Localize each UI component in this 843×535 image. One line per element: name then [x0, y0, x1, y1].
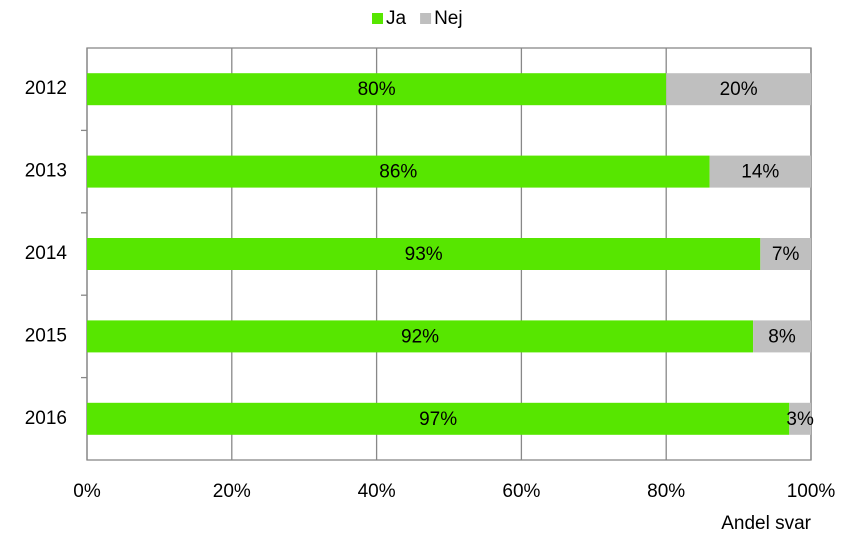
x-tick-label: 20%: [213, 481, 251, 502]
y-tick-label: 2015: [25, 325, 67, 346]
value-label: 80%: [358, 79, 396, 100]
bar-segment: [789, 402, 811, 435]
value-label: 14%: [741, 162, 779, 183]
bar-segment: [709, 155, 811, 188]
x-tick-label: 100%: [787, 481, 836, 502]
bar-segment: [87, 320, 754, 353]
legend-label: Ja: [386, 8, 407, 29]
value-label: 93%: [405, 244, 443, 265]
bar-segment: [753, 320, 811, 353]
bar-segment: [666, 73, 811, 106]
legend-label: Nej: [434, 8, 463, 29]
value-label: 92%: [401, 326, 439, 347]
x-tick-label: 0%: [73, 481, 101, 502]
x-tick-label: 80%: [647, 481, 685, 502]
x-axis-label: Andel svar: [721, 513, 811, 534]
value-label: 20%: [720, 79, 758, 100]
value-label: 8%: [768, 326, 796, 347]
y-tick-label: 2014: [25, 243, 68, 264]
value-label: 97%: [419, 409, 457, 430]
legend-swatch: [372, 13, 383, 24]
value-label: 86%: [379, 162, 417, 183]
value-label: 7%: [772, 244, 800, 265]
y-tick-label: 2012: [25, 78, 67, 99]
value-label: 3%: [786, 409, 814, 430]
x-tick-label: 40%: [358, 481, 396, 502]
y-tick-label: 2013: [25, 161, 67, 182]
bar-segment: [87, 73, 667, 106]
x-tick-label: 60%: [502, 481, 540, 502]
legend-swatch: [420, 13, 432, 24]
y-tick-label: 2016: [25, 408, 67, 429]
bar-segment: [760, 238, 811, 270]
bar-segment: [87, 155, 710, 188]
bar-segment: [87, 238, 761, 270]
bar-segment: [87, 402, 790, 435]
